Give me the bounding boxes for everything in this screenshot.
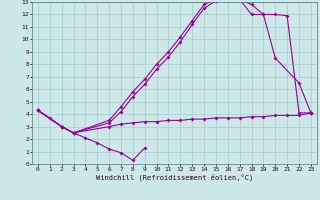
- X-axis label: Windchill (Refroidissement éolien,°C): Windchill (Refroidissement éolien,°C): [96, 173, 253, 181]
